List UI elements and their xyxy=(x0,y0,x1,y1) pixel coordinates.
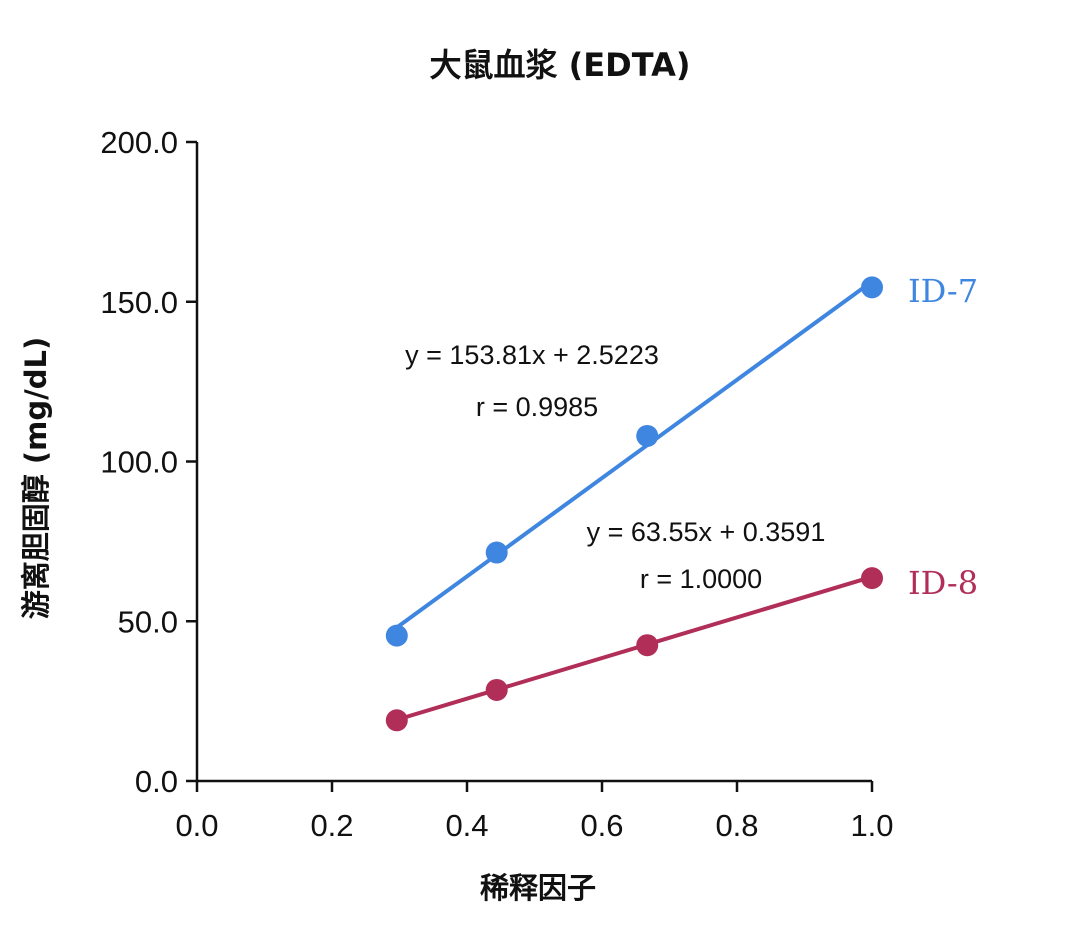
x-tick-label: 0.8 xyxy=(715,808,758,843)
r-value-id8: r = 1.0000 xyxy=(640,564,762,594)
data-point-series-2 xyxy=(636,634,659,657)
fit-line-series-1 xyxy=(394,279,874,630)
equation-id7: y = 153.81x + 2.5223 xyxy=(405,340,659,370)
data-point-series-1 xyxy=(636,424,659,447)
x-tick-label: 0.6 xyxy=(580,808,623,843)
data-point-series-1 xyxy=(485,541,508,564)
x-tick-label: 1.0 xyxy=(850,808,893,843)
y-axis-title: 游离胆固醇 (mg/dL) xyxy=(19,337,53,619)
fit-line-series-2 xyxy=(394,574,874,722)
data-point-series-1 xyxy=(385,624,408,647)
series-label-id8: ID-8 xyxy=(908,564,978,602)
data-point-series-2 xyxy=(861,567,883,590)
data-point-series-2 xyxy=(385,709,408,732)
data-points xyxy=(385,276,883,732)
x-tick-label: 0.4 xyxy=(445,808,488,843)
data-point-series-1 xyxy=(861,276,883,299)
r-value-id7: r = 0.9985 xyxy=(476,392,598,422)
tick-labels: 0.0 50.0 100.0 150.0 200.0 0.0 0.2 0.4 0.6 0.8 1.0 xyxy=(100,125,893,843)
axes xyxy=(186,140,874,792)
series-label-id7: ID-7 xyxy=(908,272,978,310)
y-tick-label: 100.0 xyxy=(100,445,178,480)
y-tick-label: 50.0 xyxy=(118,604,178,639)
x-tick-label: 0.0 xyxy=(175,808,218,843)
x-axis-title: 稀释因子 xyxy=(480,871,596,905)
y-tick-label: 0.0 xyxy=(135,764,178,799)
data-point-series-2 xyxy=(485,678,508,701)
equation-id8: y = 63.55x + 0.3591 xyxy=(587,517,826,547)
x-tick-label: 0.2 xyxy=(310,808,353,843)
fit-lines xyxy=(394,279,874,722)
chart-title: 大鼠血浆 (EDTA) xyxy=(430,46,691,84)
y-tick-label: 200.0 xyxy=(100,125,178,160)
y-tick-label: 150.0 xyxy=(100,285,178,320)
